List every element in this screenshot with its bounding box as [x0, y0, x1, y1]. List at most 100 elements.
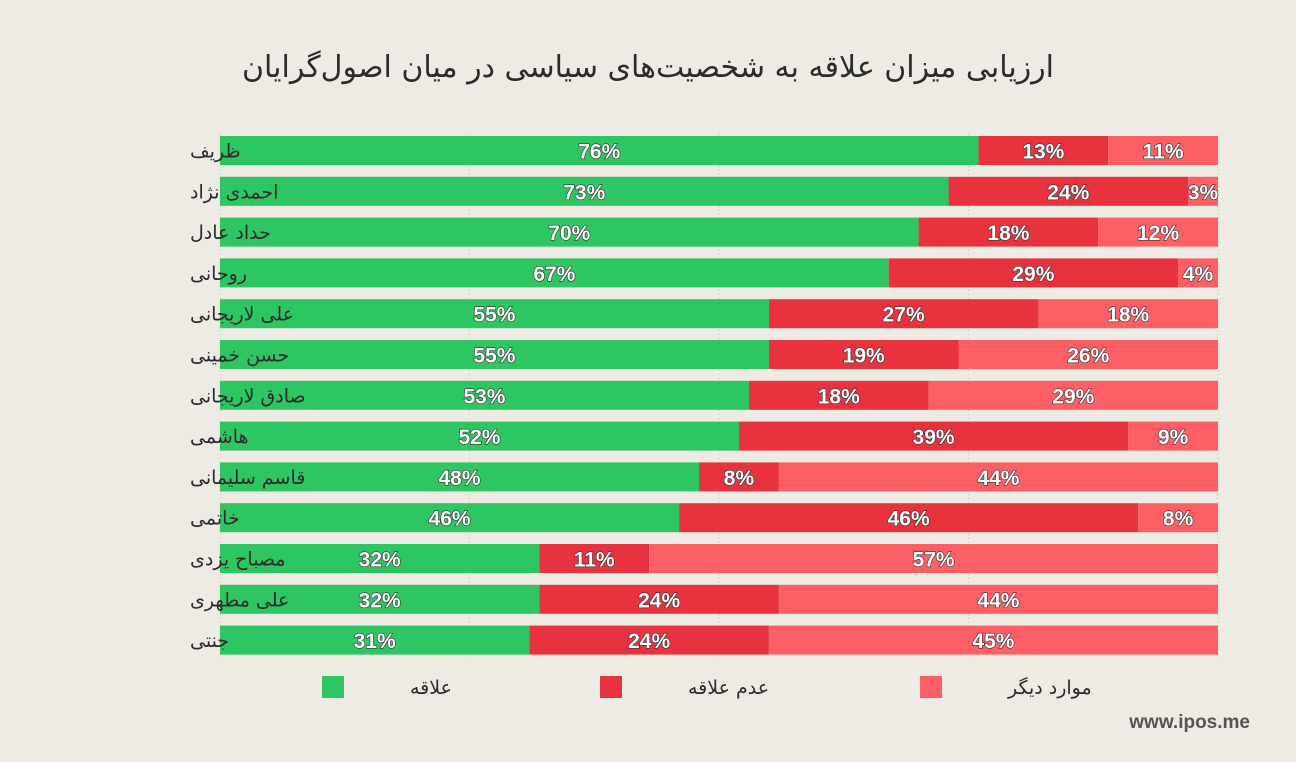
bar-value-label: 32%	[359, 589, 401, 612]
bar-segment	[220, 176, 949, 206]
bar-value-label: 11%	[1143, 141, 1184, 164]
legend-label: علاقه	[410, 677, 452, 699]
bar-row: 55% 27% 18%	[220, 299, 1218, 329]
category-labels: ظریف احمدی نژاد حداد عادل روحانی علی لاریجان…	[190, 141, 306, 653]
bar-segment	[748, 380, 929, 410]
bar-value-label: 46%	[429, 508, 471, 531]
bar-value-label: 76%	[578, 141, 620, 164]
category-label: مصباح یزدی	[190, 549, 286, 571]
bar-value-label: 26%	[1067, 345, 1109, 368]
bar-segment	[529, 625, 769, 655]
bar-segment	[1188, 176, 1218, 206]
bar-row: 46% 46% 8%	[220, 503, 1218, 533]
bar-value-label: 48%	[439, 467, 481, 490]
legend: علاقه عدم علاقه موارد دیگر	[322, 676, 1092, 699]
category-label: حداد عادل	[190, 222, 271, 244]
category-label: هاشمی	[190, 426, 249, 448]
category-label: جنتی	[190, 630, 229, 652]
legend-swatch	[920, 676, 942, 698]
bar-row: 67% 29% 4%	[220, 258, 1218, 288]
bar-segment	[220, 584, 540, 614]
bar-value-label: 29%	[1012, 263, 1054, 286]
bar-value-label: 8%	[1163, 508, 1194, 531]
bar-value-label: 70%	[548, 222, 590, 245]
bar-value-label: 18%	[818, 385, 860, 408]
bar-value-label: 27%	[883, 304, 925, 327]
legend-item: علاقه	[322, 676, 452, 699]
category-label: خاتمی	[190, 508, 240, 530]
bar-segment	[1128, 421, 1218, 451]
bar-value-label: 24%	[638, 589, 680, 612]
bar-segment	[220, 217, 919, 247]
legend-item: عدم علاقه	[600, 676, 769, 699]
bar-value-label: 19%	[843, 345, 885, 368]
bar-row: 53% 18% 29%	[220, 380, 1218, 410]
bar-segment	[778, 584, 1218, 614]
bar-value-label: 13%	[1022, 141, 1064, 164]
legend-item: موارد دیگر	[920, 676, 1092, 699]
legend-swatch	[322, 676, 344, 698]
bar-value-label: 29%	[1052, 385, 1094, 408]
bar-segment	[1098, 217, 1218, 247]
bar-value-label: 55%	[473, 304, 515, 327]
category-label: احمدی نژاد	[190, 181, 278, 203]
legend-label: موارد دیگر	[1007, 676, 1092, 699]
bar-value-label: 46%	[888, 508, 930, 531]
category-label: روحانی	[190, 263, 247, 285]
bar-value-label: 18%	[987, 222, 1029, 245]
category-label: ظریف	[190, 141, 241, 163]
category-label: علی مطهری	[190, 589, 289, 611]
bar-value-label: 44%	[977, 589, 1019, 612]
bar-segment	[220, 258, 889, 288]
bar-value-label: 11%	[574, 549, 615, 572]
bar-segment	[699, 462, 779, 492]
bar-segment	[1038, 299, 1218, 329]
bar-value-label: 12%	[1137, 222, 1179, 245]
bar-value-label: 32%	[359, 549, 401, 572]
bar-segment	[1108, 136, 1218, 165]
bar-value-label: 53%	[463, 385, 505, 408]
category-label: علی لاریجانی	[190, 304, 294, 326]
bar-segment	[539, 544, 650, 573]
category-label: حسن خمینی	[190, 345, 289, 367]
legend-label: عدم علاقه	[688, 677, 769, 699]
bar-segment	[738, 421, 1129, 451]
bar-segment	[778, 462, 1218, 492]
bar-row: 48% 8% 44%	[220, 462, 1218, 492]
bar-segment	[1178, 258, 1218, 288]
bar-segment	[220, 503, 680, 533]
legend-swatch	[600, 676, 622, 698]
bar-value-label: 45%	[972, 630, 1014, 653]
bar-segment	[768, 299, 1039, 329]
bar-value-label: 67%	[533, 263, 575, 286]
bar-value-label: 24%	[1047, 181, 1089, 204]
bar-segment	[948, 176, 1189, 206]
bar-segment	[888, 258, 1179, 288]
bar-segment	[768, 625, 1218, 655]
bar-row: 55% 19% 26%	[220, 340, 1218, 369]
bar-segment	[220, 625, 530, 655]
category-label: قاسم سلیمانی	[190, 467, 305, 489]
bar-value-label: 3%	[1188, 181, 1219, 204]
bar-value-label: 9%	[1158, 426, 1189, 449]
bar-value-label: 57%	[913, 549, 955, 572]
bar-segment	[1138, 503, 1218, 533]
bar-row: 73% 24% 3%	[220, 176, 1219, 206]
bar-value-label: 52%	[458, 426, 500, 449]
bar-value-label: 24%	[628, 630, 670, 653]
bar-value-label: 73%	[563, 181, 605, 204]
bar-segment	[649, 544, 1218, 573]
bar-value-label: 18%	[1107, 304, 1149, 327]
bar-segment	[918, 217, 1099, 247]
category-label: صادق لاریجانی	[190, 385, 306, 407]
bar-value-label: 55%	[473, 345, 515, 368]
bar-segment	[958, 340, 1218, 369]
bar-row: 31% 24% 45%	[220, 625, 1218, 655]
chart-title: ارزیابی میزان علاقه به شخصیت‌های سیاسی د…	[241, 50, 1055, 85]
bar-row: 32% 11% 57%	[220, 544, 1218, 573]
watermark: www.ipos.me	[1129, 712, 1250, 733]
bar-segment	[978, 136, 1109, 165]
bar-segment	[220, 421, 739, 451]
bar-row: 52% 39% 9%	[220, 421, 1218, 451]
